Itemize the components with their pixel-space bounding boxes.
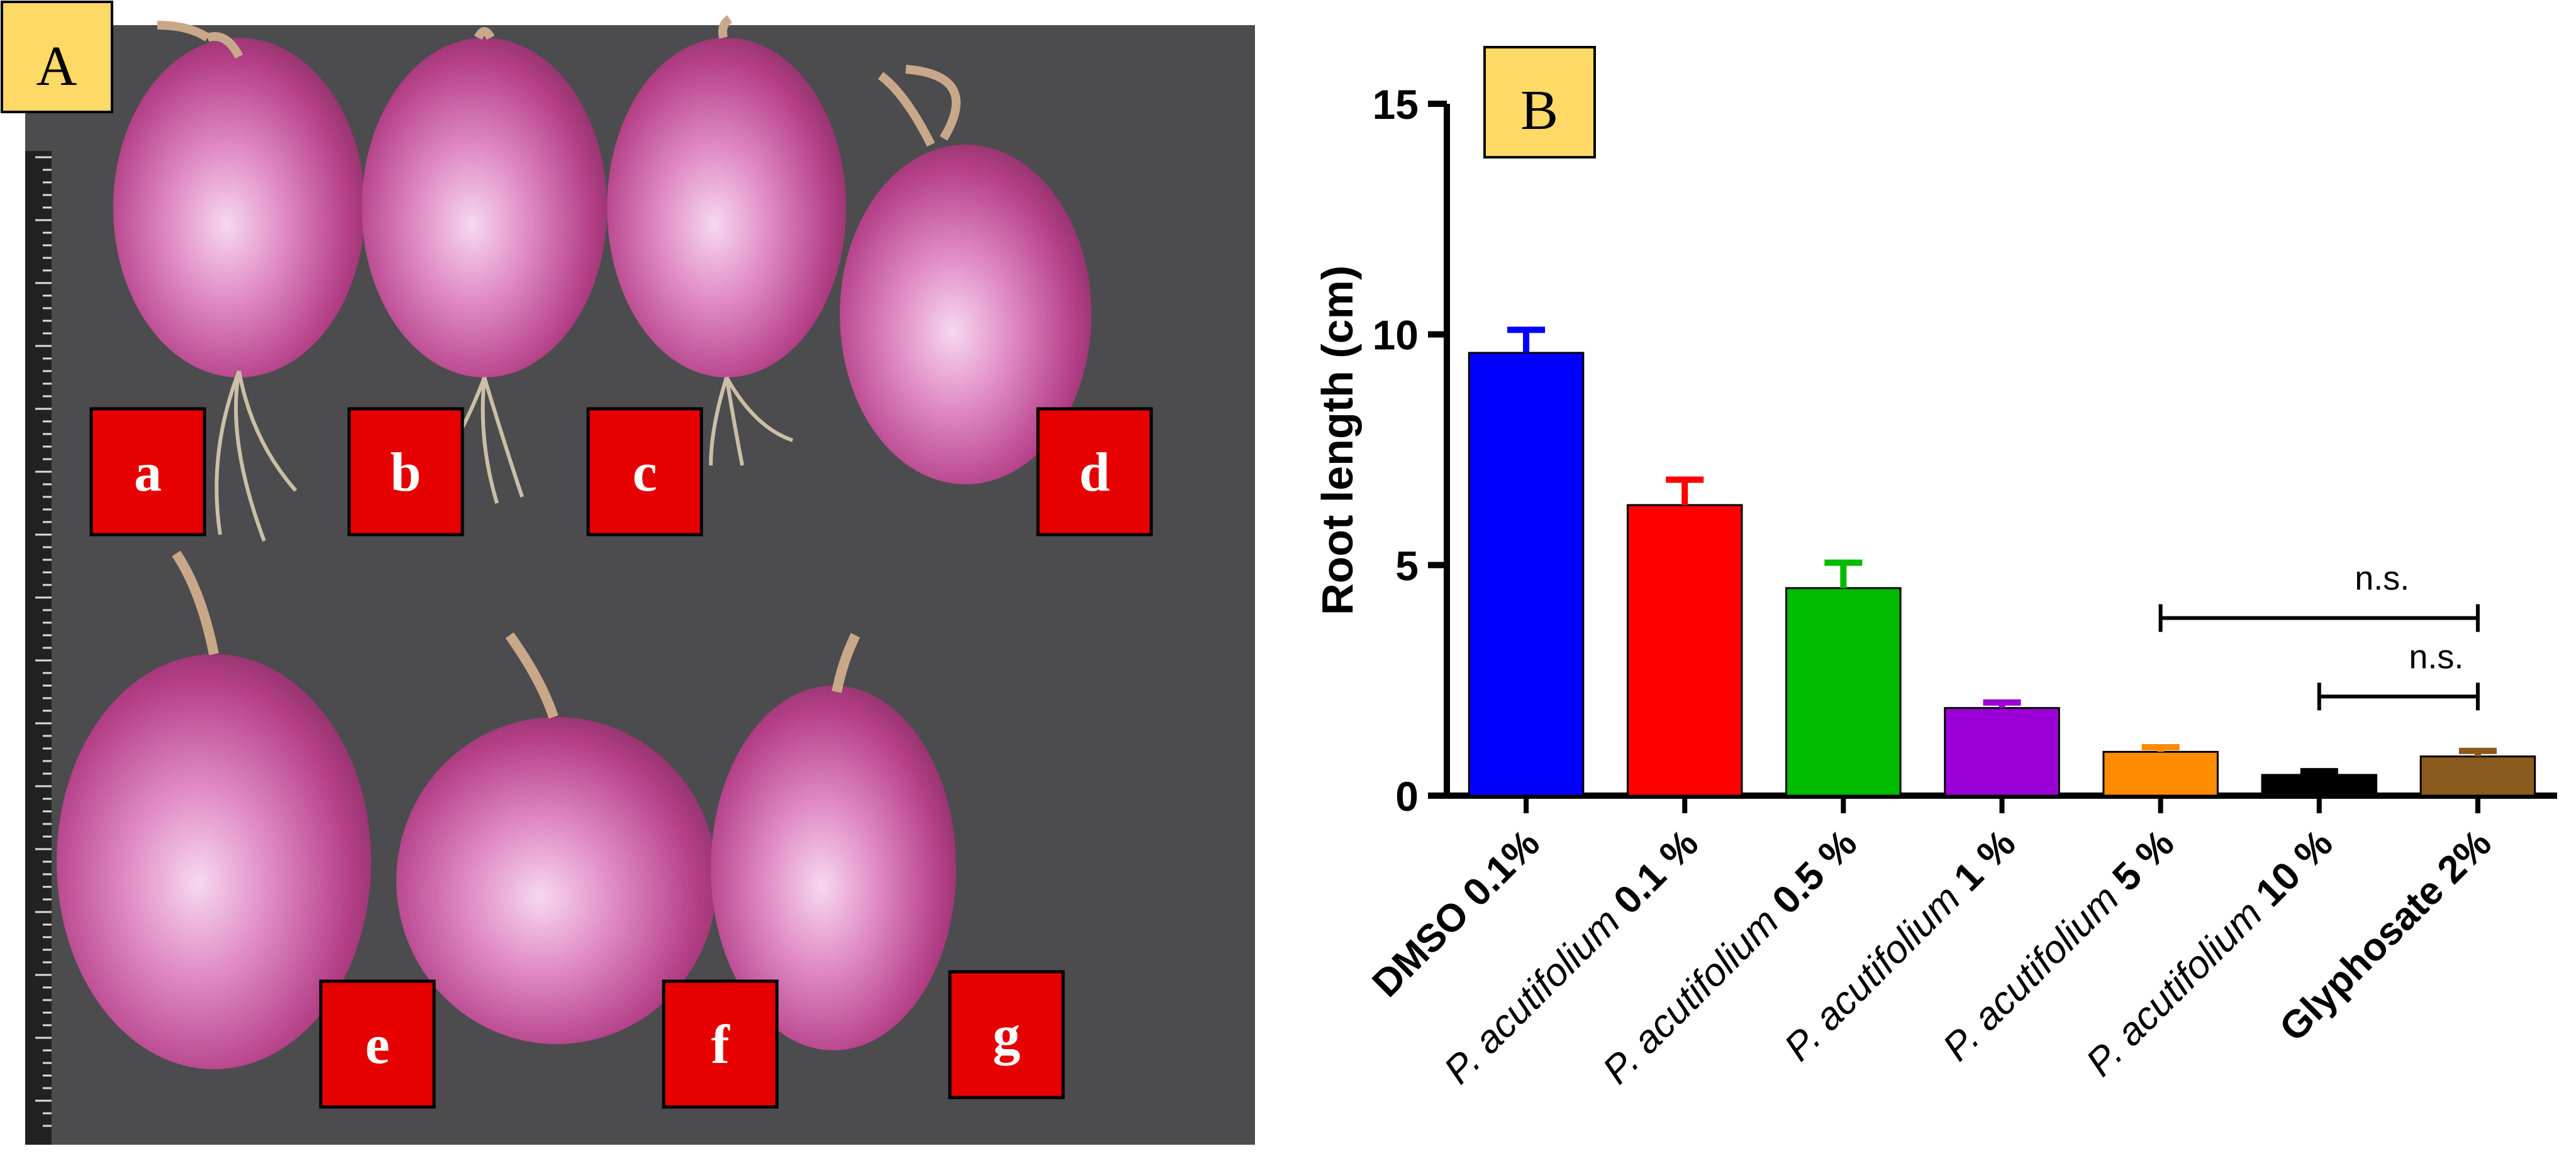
chart-bars — [1468, 326, 2536, 797]
bar — [1944, 707, 2060, 797]
significance-label: n.s. — [2355, 560, 2409, 598]
letter-box-f — [662, 979, 779, 1109]
panel-a-label: A — [36, 35, 77, 97]
onion-e — [57, 550, 371, 1069]
panel-b-label: B — [1520, 79, 1558, 142]
chart-annotations: n.s. n.s. — [2158, 560, 2480, 711]
onion-d — [840, 65, 1091, 484]
letter-label-f: f — [711, 1015, 730, 1076]
y-tick-label: 5 — [1395, 542, 1419, 589]
letter-box-e — [319, 979, 436, 1109]
bar — [2261, 774, 2378, 797]
letter-label-e: e — [365, 1015, 389, 1076]
letter-box-b — [347, 407, 464, 537]
bar — [2102, 750, 2219, 797]
y-axis-title: Root length (cm) — [1313, 265, 1362, 615]
letter-label-d: d — [1079, 442, 1110, 503]
onion-letter-labels: a b c d e f g — [89, 407, 1153, 1109]
y-tick-label: 15 — [1373, 81, 1419, 128]
letter-box-c — [586, 407, 703, 537]
letter-box-d — [1036, 407, 1153, 537]
letter-label-b: b — [391, 442, 421, 503]
bar — [2419, 755, 2536, 797]
bar — [1785, 587, 1902, 797]
onion-photo-panel: A a b c d e f g — [1, 1, 1255, 1145]
onion-c — [607, 15, 846, 466]
root-length-chart: B Root length (cm) 0 5 10 15 n.s. n.s. DMSO … — [1313, 46, 2557, 1093]
y-tick-label: 0 — [1395, 773, 1419, 820]
letter-label-a: a — [134, 442, 162, 503]
letter-box-a — [89, 407, 206, 537]
letter-label-g: g — [993, 1005, 1020, 1066]
panel-b-label-box — [1483, 46, 1596, 159]
letter-box-g — [948, 970, 1065, 1099]
onion-a — [113, 21, 365, 542]
significance-label: n.s. — [2409, 638, 2463, 676]
bar — [1626, 504, 1743, 797]
x-tick-labels: DMSO 0.1%P. acutifolium 0.1 %P. acutifol… — [1364, 821, 2500, 1093]
onion-g — [711, 633, 956, 1050]
y-tick-label: 10 — [1373, 312, 1419, 359]
letter-label-c: c — [632, 442, 657, 503]
ruler-ticks — [35, 156, 52, 1127]
bar — [1468, 352, 1585, 797]
panel-a-label-box — [1, 1, 113, 113]
onion-f — [396, 632, 717, 1044]
